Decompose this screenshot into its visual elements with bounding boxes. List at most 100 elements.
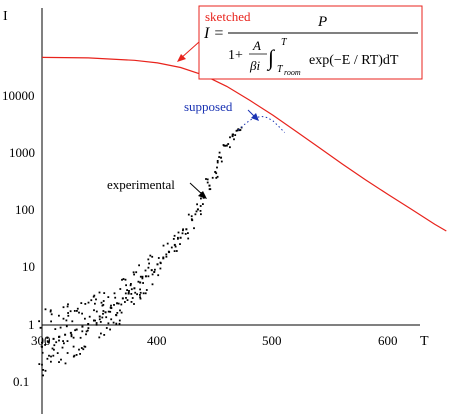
experimental-point [139, 297, 142, 300]
equation-lower-limit: T [277, 64, 284, 75]
experimental-point [141, 275, 144, 278]
experimental-point [179, 236, 182, 239]
experimental-point [127, 292, 130, 295]
experimental-point [147, 258, 150, 261]
experimental-point [216, 160, 219, 162]
experimental-point [110, 304, 112, 307]
experimental-point [154, 268, 156, 271]
experimental-point [58, 336, 60, 338]
experimental-point [177, 236, 179, 239]
experimental-point [56, 352, 59, 354]
experimental-point [75, 328, 78, 331]
experimental-point [227, 143, 230, 145]
experimental-point [215, 172, 218, 175]
experimental-point [235, 129, 238, 132]
experimental-point [100, 332, 102, 335]
experimental-point [40, 345, 43, 348]
experimental-point [82, 348, 85, 351]
experimental-point [199, 210, 202, 212]
experimental-point [88, 315, 91, 318]
experimental-point [80, 347, 83, 349]
experimental-point [218, 156, 220, 158]
experimental-point [38, 320, 40, 323]
experimental-point [102, 300, 105, 302]
equation-a: A [252, 38, 261, 53]
experimental-point [70, 333, 73, 336]
experimental-point [144, 269, 147, 272]
experimental-point [102, 310, 105, 312]
experimental-point [173, 243, 176, 246]
experimental-point [141, 277, 144, 280]
experimental-point [113, 292, 116, 295]
experimental-point [144, 292, 147, 295]
experimental-point [120, 303, 123, 306]
experimental-point [147, 275, 150, 278]
experimental-point [98, 318, 101, 321]
experimental-point [232, 133, 234, 136]
experimental-point [67, 312, 69, 314]
experimental-point [58, 314, 60, 317]
experimental-point [132, 271, 135, 274]
experimental-point [196, 203, 198, 206]
experimental-point [196, 208, 199, 211]
experimental-point [165, 255, 168, 258]
experimental-point [118, 322, 121, 325]
experimental-point [209, 188, 212, 190]
experimental-point [84, 345, 87, 348]
experimental-point [118, 319, 121, 322]
experimental-point [116, 302, 119, 305]
experimental-point [173, 250, 176, 252]
experimental-point [205, 178, 207, 180]
experimental-point [72, 336, 75, 339]
experimental-point [98, 336, 101, 339]
experimental-point [144, 275, 147, 278]
experimental-point [69, 331, 72, 334]
experimental-point [162, 257, 165, 260]
experimental-point [107, 310, 110, 313]
experimental-point [222, 144, 225, 146]
experimental-point [159, 262, 162, 265]
experimental-point [120, 311, 123, 314]
experimental-point [81, 325, 84, 328]
experimental-point [229, 146, 231, 149]
experimental-point [170, 246, 173, 249]
experimental-point [100, 301, 103, 304]
experimental-point [95, 323, 98, 326]
experimental-point [72, 345, 75, 348]
sketched-pointer [177, 41, 200, 62]
experimental-point [80, 302, 83, 304]
experimental-point [101, 316, 104, 319]
experimental-point [129, 284, 132, 287]
experimental-point [206, 178, 209, 181]
experimental-point [115, 322, 118, 325]
experimental-point [184, 233, 187, 235]
experimental-point [182, 229, 184, 232]
equation-one-plus: 1+ [228, 48, 243, 63]
experimental-point [194, 213, 197, 216]
experimental-point [130, 293, 133, 295]
experimental-point [87, 327, 90, 329]
experimental-point [76, 307, 79, 310]
experimental-point [49, 309, 52, 312]
equation-beta-i: βi [249, 58, 260, 73]
experimental-point [79, 336, 82, 339]
experimental-point [115, 314, 117, 316]
y-tick-label-10000: 10000 [2, 88, 35, 103]
experimental-point [98, 291, 101, 294]
experimental-point [185, 228, 188, 231]
experimental-point [50, 355, 52, 358]
experimental-point [218, 151, 221, 154]
experimental-point [102, 312, 104, 315]
experimental-point [53, 348, 55, 351]
experimental-point [52, 354, 55, 357]
supposed-label: supposed [184, 99, 233, 114]
experimental-point [135, 271, 138, 274]
experimental-point [44, 308, 47, 311]
experimental-point [136, 293, 138, 296]
experimental-point [51, 347, 54, 350]
experimental-point [239, 129, 242, 131]
experimental-point [126, 289, 128, 291]
experimental-point [133, 287, 136, 290]
experimental-point [58, 361, 60, 363]
experimental-point [179, 243, 181, 245]
